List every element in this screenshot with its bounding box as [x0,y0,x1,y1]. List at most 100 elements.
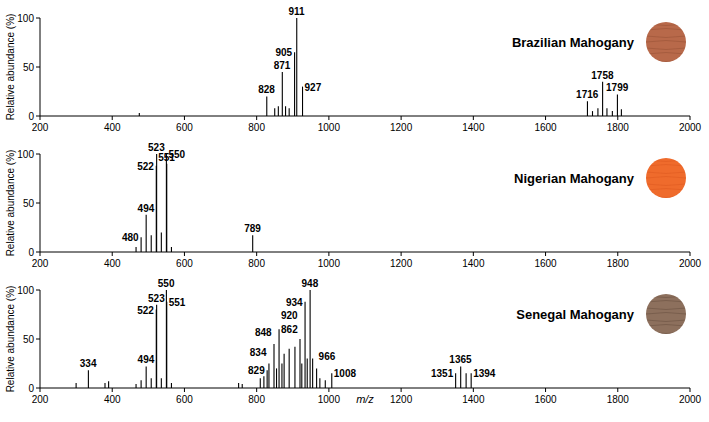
x-tick-label: 1600 [534,394,557,405]
peak [282,72,283,116]
x-tick-label: 400 [104,122,121,133]
peak-label: 522 [137,161,154,172]
x-tick [473,388,474,392]
peak [289,349,290,388]
x-tick [545,252,546,256]
y-tick [36,388,40,389]
peak [325,380,326,388]
x-tick [545,116,546,120]
peaks [136,154,253,252]
y-tick [36,339,40,340]
peak-label: 934 [286,297,303,308]
x-tick-label: 400 [104,258,121,269]
x-axis-title: m/z [356,393,374,405]
peak [285,106,286,116]
peak-label: 848 [255,327,272,338]
x-tick [40,388,41,392]
y-tick-label: 50 [23,198,35,209]
peak-labels: 480494522523550551789 [122,142,261,243]
y-tick-label: 50 [23,334,35,345]
peak [146,366,147,388]
grain-line [646,172,686,174]
peak-label: 523 [148,293,165,304]
peak-label: 551 [169,297,186,308]
x-tick-label: 600 [176,394,193,405]
grain-line [646,48,686,50]
peak [104,383,105,388]
y-tick [36,154,40,155]
x-tick [112,388,113,392]
x-tick-label: 200 [32,394,49,405]
peak [621,109,622,116]
peak [466,373,467,388]
peak [76,383,77,388]
peak [319,378,320,388]
y-tick [36,116,40,117]
panel: 0501002004006008001000120014001600180020… [5,142,702,269]
x-tick-label: 1200 [390,394,413,405]
peak-label: 905 [275,47,292,58]
grain-line [646,36,686,38]
peak [146,215,147,252]
peak [238,383,239,388]
x-tick-label: 600 [176,122,193,133]
x-axis [40,388,690,389]
peak-label: 1008 [334,368,357,379]
peak [602,82,603,116]
x-tick-label: 800 [248,122,265,133]
peak [268,364,269,389]
x-tick-label: 800 [248,394,265,405]
x-tick-label: 1400 [462,394,485,405]
grain-line [646,196,686,198]
x-tick-label: 1200 [390,122,413,133]
peak-label: 480 [122,232,139,243]
peak [171,383,172,388]
x-tick [112,252,113,256]
y-tick-label: 0 [28,111,34,122]
x-tick [328,116,329,120]
peak-label: 828 [258,84,275,95]
peak [301,364,302,389]
peak [151,235,152,252]
wood-sample [646,294,686,334]
x-tick [690,116,691,120]
wood-sample [646,22,686,62]
peak-label: 1365 [449,354,472,365]
peak [284,354,285,388]
peak [307,359,308,388]
panel-title: Nigerian Mahogany [514,171,635,186]
grain-line [646,320,686,322]
peak [471,373,472,388]
x-tick-label: 1800 [607,394,630,405]
x-tick [617,116,618,120]
peak [592,111,593,116]
panel-title: Brazilian Mahogany [512,35,635,50]
grain-line [646,189,686,191]
peaks [76,290,471,388]
peak [161,232,162,252]
x-tick [184,388,185,392]
x-tick [617,388,618,392]
y-tick [36,252,40,253]
grain-line [646,184,686,186]
wood-disc [646,22,686,62]
x-tick [40,252,41,256]
peak-label: 1758 [591,70,614,81]
peak [136,384,137,388]
peak [276,368,277,388]
grain-line [646,29,686,31]
x-tick [256,252,257,256]
chart: 0501002004006008001000120014001600180020… [0,0,709,422]
peak-label: 1351 [431,368,454,379]
peak-label: 551 [158,152,175,163]
peak-label: 494 [138,354,155,365]
x-tick-label: 1600 [534,122,557,133]
x-tick [473,116,474,120]
x-tick [184,252,185,256]
grain-line [646,308,686,310]
y-tick-label: 0 [28,383,34,394]
peak [294,52,295,116]
peak [139,113,140,116]
x-tick-label: 1800 [607,122,630,133]
y-tick [36,290,40,291]
